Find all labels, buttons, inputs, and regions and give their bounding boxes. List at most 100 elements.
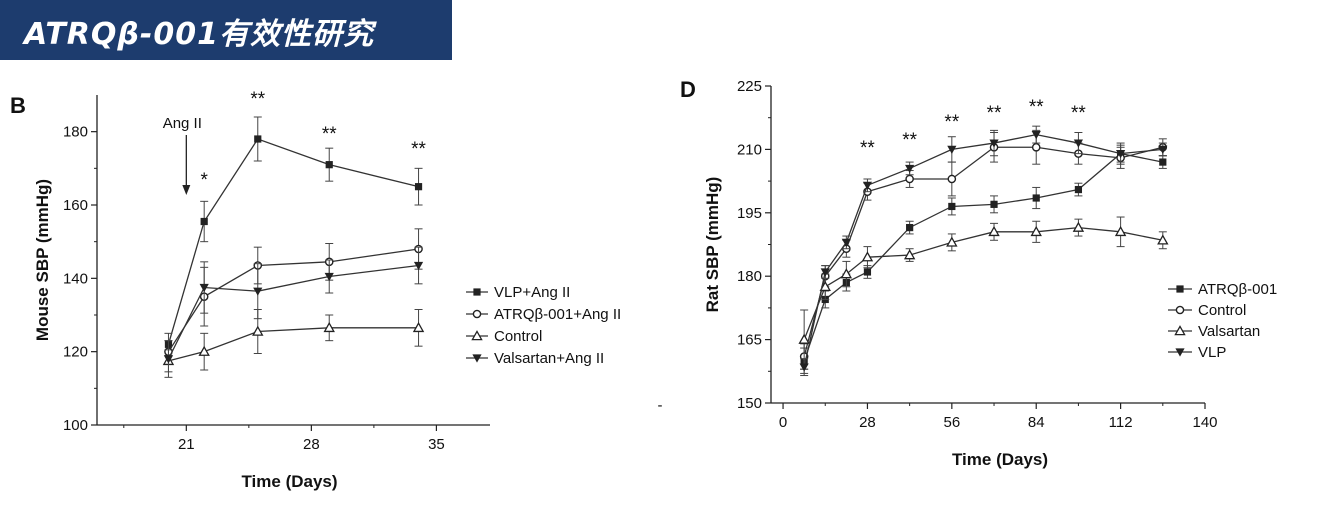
legend-label: Control	[1198, 302, 1246, 319]
data-point	[414, 183, 423, 191]
y-tick-label: 210	[737, 141, 762, 158]
data-point	[840, 268, 853, 279]
significance-marker: **	[860, 138, 875, 159]
legend-marker	[472, 309, 482, 319]
data-point	[841, 238, 851, 247]
legend-item-vlp-ang-ii: VLP+Ang II	[466, 284, 570, 301]
y-tick-label: 195	[737, 205, 762, 222]
x-tick-label: 35	[428, 436, 445, 453]
y-tick-label: 120	[63, 344, 88, 361]
data-point	[1158, 145, 1168, 154]
data-point	[947, 174, 957, 184]
x-tick-label: 21	[178, 436, 195, 453]
series-vlp-ang-ii	[164, 116, 423, 356]
data-point	[323, 321, 335, 333]
significance-marker: **	[411, 139, 426, 160]
legend-item-valsartan: Valsartan	[1168, 323, 1260, 340]
legend-item-vlp: VLP	[1168, 344, 1226, 361]
data-point	[948, 202, 956, 211]
data-point	[906, 223, 914, 232]
data-point	[1116, 150, 1126, 159]
legend-marker	[1174, 325, 1186, 336]
legend-label: Valsartan	[1198, 323, 1260, 340]
y-tick-label: 150	[737, 395, 762, 412]
legend-label: Control	[494, 328, 542, 345]
series-vlp	[799, 125, 1168, 377]
data-point	[862, 181, 873, 190]
y-axis-title: Mouse SBP (mmHg)	[33, 179, 52, 341]
data-point	[820, 268, 830, 277]
series-control	[799, 129, 1168, 370]
data-point	[863, 268, 872, 276]
data-point	[989, 139, 999, 148]
data-point	[903, 249, 916, 260]
data-point	[324, 272, 334, 282]
x-axis-title: Time (Days)	[952, 450, 1048, 469]
y-tick-label: 180	[737, 268, 762, 285]
data-point	[198, 345, 210, 356]
series-valsartan-ang-ii	[163, 246, 424, 378]
panel-d-rat-sbp-chart: D 150 165 180 195 210 225 0 28 56 84 112 140 Time (Da…	[680, 77, 1277, 469]
legend-label: Valsartan+Ang II	[494, 350, 604, 367]
series-control	[162, 309, 425, 373]
x-tick-label: 140	[1192, 414, 1217, 431]
x-tick-label: 112	[1109, 414, 1133, 431]
y-tick-label: 160	[63, 197, 88, 214]
legend-item-atrqbeta-001: ATRQβ-001	[1168, 281, 1277, 298]
series-line	[803, 146, 1163, 357]
title-banner: ATRQβ-001有效性研究	[0, 0, 452, 60]
data-point	[1159, 158, 1167, 166]
data-point	[988, 225, 1000, 237]
significance-marker: **	[944, 112, 959, 133]
x-tick-label: 56	[943, 414, 960, 431]
data-point	[253, 287, 263, 296]
series-line	[167, 264, 419, 360]
annotation-arrow-head	[182, 185, 191, 195]
data-point	[413, 261, 424, 271]
legend-item-valsartan-ang-ii: Valsartan+Ang II	[466, 350, 604, 367]
x-tick-label: 0	[779, 414, 787, 431]
y-tick-label: 225	[737, 78, 762, 95]
data-point	[1074, 185, 1083, 194]
legend-item-control: Control	[466, 328, 542, 345]
data-point	[200, 217, 208, 226]
data-point	[1031, 142, 1041, 152]
legend-label: ATRQβ-001+Ang II	[494, 306, 621, 323]
data-point	[1030, 225, 1042, 237]
legend-marker	[472, 354, 482, 363]
series-line	[803, 133, 1163, 368]
data-point	[252, 325, 264, 336]
legend-marker	[473, 288, 481, 296]
significance-marker: **	[250, 89, 265, 110]
significance-marker: **	[902, 130, 917, 151]
x-tick-label: 28	[859, 414, 876, 431]
significance-marker: **	[322, 124, 337, 145]
series-line	[803, 226, 1163, 340]
data-point	[1031, 131, 1041, 140]
data-point	[798, 333, 810, 344]
data-point	[1072, 221, 1085, 232]
legend-item-atrqbeta-001-ang-ii: ATRQβ-001+Ang II	[466, 306, 621, 323]
data-point	[1032, 194, 1040, 202]
data-point	[1114, 225, 1127, 237]
y-axis-title: Rat SBP (mmHg)	[703, 177, 722, 313]
y-tick-label: 100	[63, 417, 88, 434]
data-point	[254, 135, 262, 143]
significance-marker: **	[1071, 103, 1086, 124]
significance-marker: **	[1029, 97, 1044, 118]
legend-marker	[1175, 348, 1185, 357]
data-point	[163, 355, 174, 364]
series-line	[803, 152, 1163, 361]
data-point	[905, 164, 915, 174]
series-valsartan	[798, 216, 1169, 370]
data-point	[799, 363, 809, 372]
annotation-label: Ang II	[163, 115, 202, 132]
data-point	[905, 174, 914, 184]
x-tick-label: 28	[303, 436, 320, 453]
legend-marker	[471, 330, 483, 341]
series-atrqbeta-001	[800, 142, 1167, 374]
stray-dash-mark: -	[658, 397, 663, 414]
legend-label: ATRQβ-001	[1198, 281, 1277, 298]
data-point	[325, 161, 333, 169]
